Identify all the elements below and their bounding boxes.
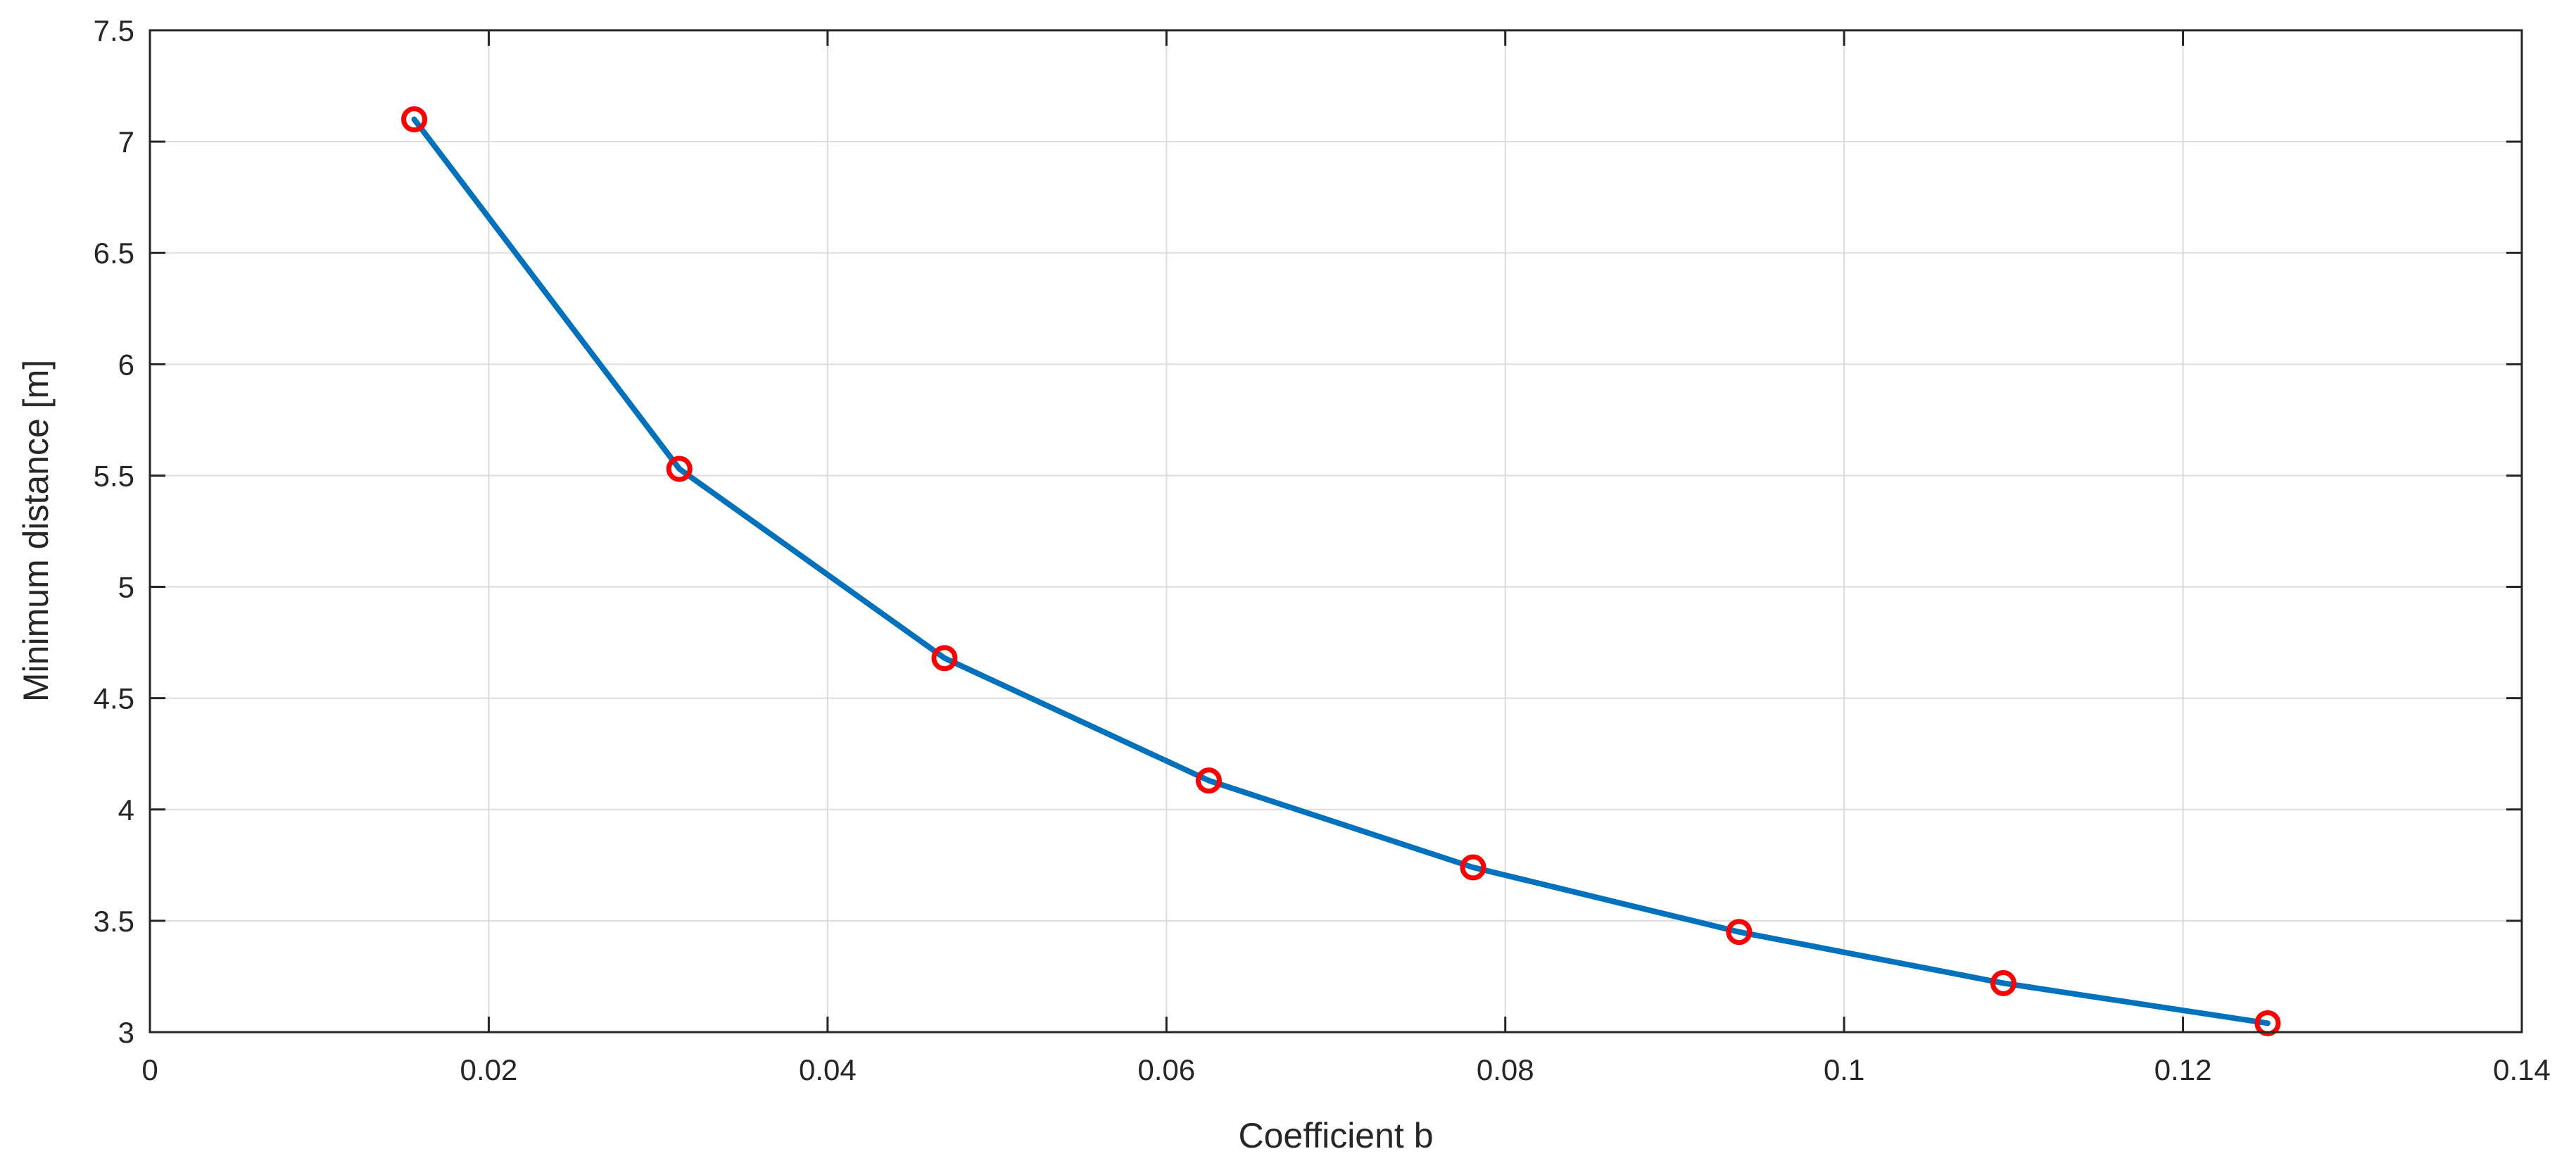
x-tick-label: 0.14 <box>2493 1053 2551 1086</box>
data-point <box>401 106 428 132</box>
x-tick-label: 0.1 <box>1824 1053 1864 1086</box>
data-point <box>931 645 958 672</box>
y-axis-label: Minimum distance [m] <box>16 360 56 702</box>
data-point <box>2254 1010 2281 1036</box>
y-tick-label: 3.5 <box>94 905 134 938</box>
data-point <box>1990 969 2016 996</box>
ticks: 0 0.02 0.04 0.06 0.08 0.1 0.12 0.14 3 3.5 4 4.5 5 5.5… <box>94 14 2551 1086</box>
y-tick-label: 7 <box>118 125 134 158</box>
plot-area-border <box>149 29 2523 1034</box>
series-layer <box>401 106 2281 1036</box>
x-tick-label: 0.12 <box>2154 1053 2212 1086</box>
y-tick-label: 6 <box>118 348 134 381</box>
y-tick-label: 5.5 <box>94 459 134 492</box>
y-tick-label: 5 <box>118 571 134 604</box>
x-tick-label: 0.06 <box>1137 1053 1195 1086</box>
y-tick-label: 4.5 <box>94 682 134 715</box>
x-tick-label: 0.02 <box>460 1053 518 1086</box>
x-tick-label: 0.04 <box>799 1053 857 1086</box>
grid <box>150 30 2522 1032</box>
y-tick-label: 4 <box>118 793 134 827</box>
data-point <box>1726 919 1753 946</box>
data-point <box>1195 767 1222 794</box>
y-tick-label: 3 <box>118 1016 134 1049</box>
x-tick-label: 0.08 <box>1477 1053 1534 1086</box>
x-tick-label: 0 <box>141 1053 158 1086</box>
data-point <box>666 456 693 482</box>
data-point <box>1460 854 1486 881</box>
y-tick-label: 6.5 <box>94 237 134 270</box>
y-tick-label: 7.5 <box>94 14 134 47</box>
x-axis-label: Coefficient b <box>1238 1116 1433 1155</box>
series-line <box>411 116 2271 1026</box>
